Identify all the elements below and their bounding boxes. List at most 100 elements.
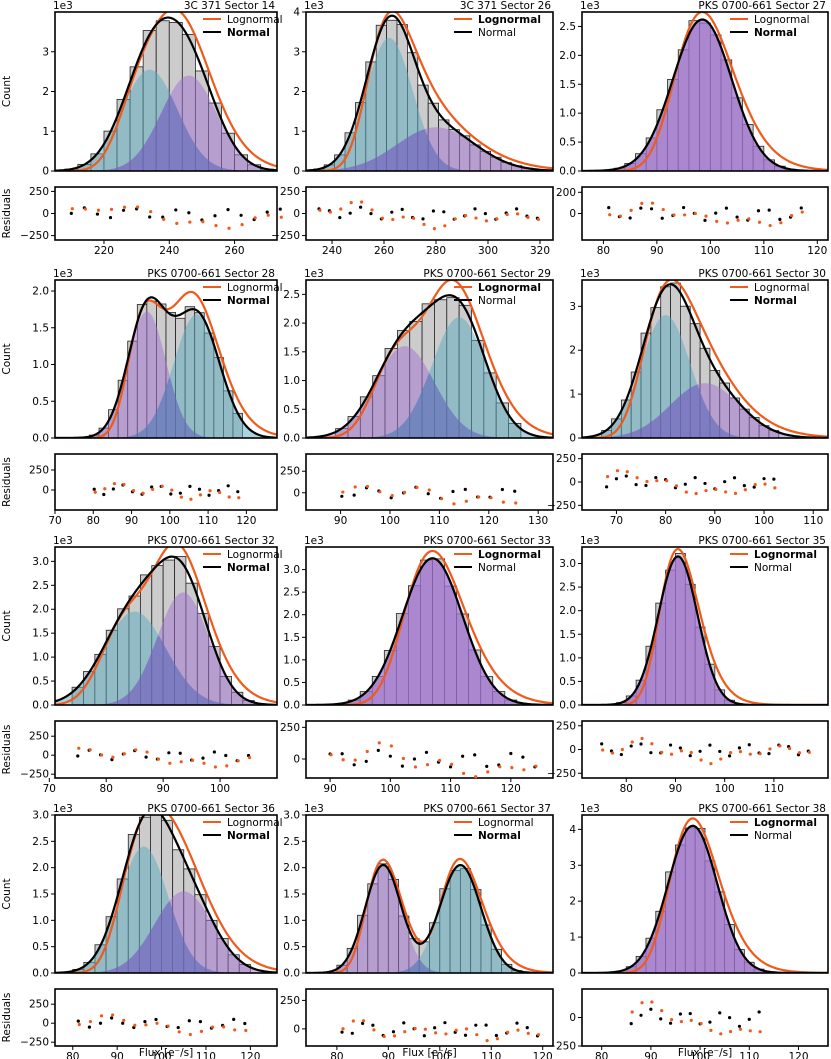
residual-lognormal-point — [247, 756, 252, 760]
residual-lognormal-point — [236, 759, 240, 763]
res-y-tick-label: 0 — [569, 477, 576, 489]
res-y-tick-label: −250 — [547, 500, 576, 512]
x-tick-label: 240 — [159, 245, 179, 257]
legend-normal-label: Normal — [227, 295, 270, 307]
residual-lognormal-point — [474, 216, 478, 220]
residual-lognormal-point — [362, 1019, 366, 1023]
residual-lognormal-point — [329, 753, 333, 757]
residual-normal-point — [348, 211, 352, 215]
residual-axes-frame — [305, 453, 554, 511]
y-tick-label: 0.0 — [32, 968, 49, 980]
residual-axes-frame — [305, 988, 554, 1047]
residual-lognormal-point — [201, 220, 205, 224]
residual-axes-frame — [305, 720, 554, 779]
y-tick-label: 4 — [569, 824, 576, 836]
residual-lognormal-point — [715, 219, 719, 223]
residual-lognormal-point — [660, 750, 664, 754]
y-exponent-label: 1e3 — [53, 0, 73, 12]
panel-6: 0 1 2 3 1e3 PKS 0700-661 Sector 30 LognormalNo… — [547, 268, 829, 527]
y-tick-label: 0.0 — [283, 433, 300, 445]
residual-lognormal-point — [747, 217, 751, 221]
residuals-axis-label: Residuals — [1, 457, 13, 507]
residual-lognormal-point — [93, 490, 97, 494]
y-tick-label: 0.5 — [32, 676, 49, 688]
residual-lognormal-point — [758, 752, 762, 756]
component-overlap — [55, 636, 277, 705]
residual-normal-point — [639, 742, 643, 746]
y-exponent-label: 1e3 — [304, 0, 324, 12]
residual-lognormal-point — [606, 475, 610, 479]
res-y-tick-label: 0 — [293, 487, 300, 499]
y-tick-label: 3.0 — [32, 556, 49, 568]
residual-normal-point — [619, 752, 623, 757]
x-tick-label: 70 — [48, 515, 61, 527]
x-axis-label: Flux [e⁻/s] — [678, 1047, 732, 1059]
x-tick-label: 90 — [323, 783, 336, 795]
residual-normal-point — [778, 217, 782, 221]
panel-title: 3C 371 Sector 14 — [184, 0, 276, 12]
residual-normal-point — [188, 484, 192, 488]
residual-lognormal-point — [122, 1018, 126, 1022]
residual-lognormal-point — [536, 217, 541, 221]
legend-lognormal-label: Lognormal — [754, 282, 810, 294]
legend-normal-label: Normal — [227, 830, 270, 842]
y-tick-label: 1.0 — [32, 359, 49, 371]
res-y-tick-label: 0 — [293, 1023, 300, 1035]
y-tick-label: 2.0 — [283, 862, 300, 874]
residual-normal-point — [683, 482, 687, 486]
residual-lognormal-point — [189, 497, 193, 501]
panel-7: 0.0 0.5 1.0 1.5 2.0 2.5 3.0 1e3 PKS 0700-661 Sec… — [1, 535, 283, 795]
legend-normal-label: Normal — [478, 295, 516, 307]
residual-lognormal-point — [440, 497, 444, 501]
res-y-tick-label: 0 — [42, 208, 49, 220]
x-axis-label: Flux [e⁻/s] — [402, 1047, 456, 1059]
residual-lognormal-point — [534, 764, 538, 768]
residual-lognormal-point — [160, 484, 164, 488]
x-tick-label: 320 — [530, 245, 550, 257]
x-tick-label: 90 — [110, 1051, 123, 1059]
residual-lognormal-point — [733, 491, 738, 495]
residual-normal-point — [639, 1013, 643, 1017]
residual-normal-point — [433, 1026, 437, 1030]
residual-normal-point — [364, 759, 368, 764]
residual-lognormal-point — [188, 1032, 192, 1037]
main-axes-frame — [54, 279, 278, 439]
residual-lognormal-point — [453, 217, 457, 221]
res-y-tick-label: −250 — [547, 1041, 576, 1053]
residual-lognormal-point — [464, 213, 468, 218]
residual-normal-point — [500, 487, 504, 492]
residual-lognormal-point — [349, 201, 353, 205]
residual-lognormal-point — [227, 226, 231, 230]
y-exponent-label: 1e3 — [53, 803, 73, 815]
y-tick-label: 3.0 — [283, 564, 300, 576]
residual-lognormal-point — [510, 765, 514, 770]
residual-lognormal-point — [788, 746, 792, 751]
residual-normal-point — [198, 1020, 203, 1024]
residual-normal-point — [400, 764, 404, 768]
residual-lognormal-point — [778, 744, 782, 748]
legend-lognormal-label: Lognormal — [754, 817, 817, 829]
residual-lognormal-point — [704, 214, 708, 218]
residual-normal-point — [708, 1020, 712, 1024]
residual-normal-point — [388, 754, 392, 758]
residual-normal-point — [634, 482, 638, 487]
residual-axes-frame — [54, 186, 278, 241]
residual-lognormal-point — [403, 1030, 407, 1034]
count-axis-label: Count — [1, 878, 13, 909]
residual-normal-point — [102, 492, 106, 497]
y-tick-label: 0.0 — [559, 166, 576, 178]
residual-lognormal-point — [83, 207, 87, 211]
main-axes-frame — [305, 279, 554, 439]
residual-normal-point — [121, 208, 126, 212]
residual-normal-point — [723, 480, 727, 484]
legend-lognormal-label: Lognormal — [478, 549, 541, 561]
residual-normal-point — [473, 207, 477, 211]
y-exponent-label: 1e3 — [53, 535, 73, 547]
residual-lognormal-point — [650, 742, 654, 746]
residual-lognormal-point — [365, 749, 369, 754]
residual-normal-point — [732, 476, 737, 480]
y-tick-label: 0.0 — [32, 433, 49, 445]
residual-lognormal-point — [768, 747, 772, 751]
